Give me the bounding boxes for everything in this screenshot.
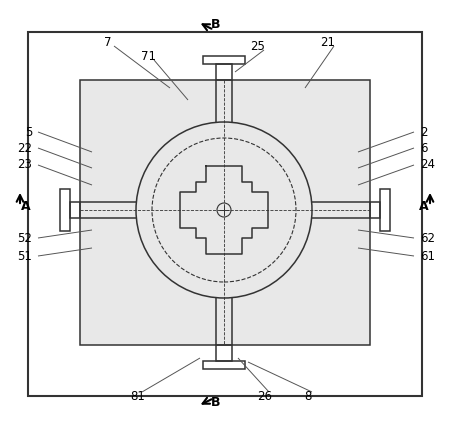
Bar xyxy=(70,202,80,218)
Bar xyxy=(80,80,370,345)
Text: 81: 81 xyxy=(130,389,145,403)
Bar xyxy=(28,32,422,396)
Text: 26: 26 xyxy=(257,389,273,403)
Bar xyxy=(80,80,370,345)
Text: 23: 23 xyxy=(17,158,32,172)
Text: B: B xyxy=(211,17,221,31)
Bar xyxy=(203,361,245,369)
Text: A: A xyxy=(21,199,31,213)
Text: 6: 6 xyxy=(420,141,428,155)
Text: 22: 22 xyxy=(17,141,32,155)
Text: 71: 71 xyxy=(140,49,156,63)
Bar xyxy=(380,189,390,231)
Text: B: B xyxy=(211,395,221,409)
Text: 25: 25 xyxy=(251,40,266,52)
Bar xyxy=(370,202,380,218)
Bar xyxy=(216,345,232,361)
Text: 2: 2 xyxy=(420,126,428,138)
Text: 62: 62 xyxy=(420,231,435,245)
Text: 51: 51 xyxy=(17,250,32,262)
Text: 5: 5 xyxy=(25,126,32,138)
Text: 52: 52 xyxy=(17,231,32,245)
Bar xyxy=(60,189,70,231)
Bar xyxy=(203,56,245,64)
Text: 24: 24 xyxy=(420,158,435,172)
Text: A: A xyxy=(419,199,429,213)
Text: 7: 7 xyxy=(104,35,112,49)
Text: 8: 8 xyxy=(304,389,312,403)
Bar xyxy=(216,64,232,80)
Text: 21: 21 xyxy=(320,35,336,49)
Text: 61: 61 xyxy=(420,250,435,262)
